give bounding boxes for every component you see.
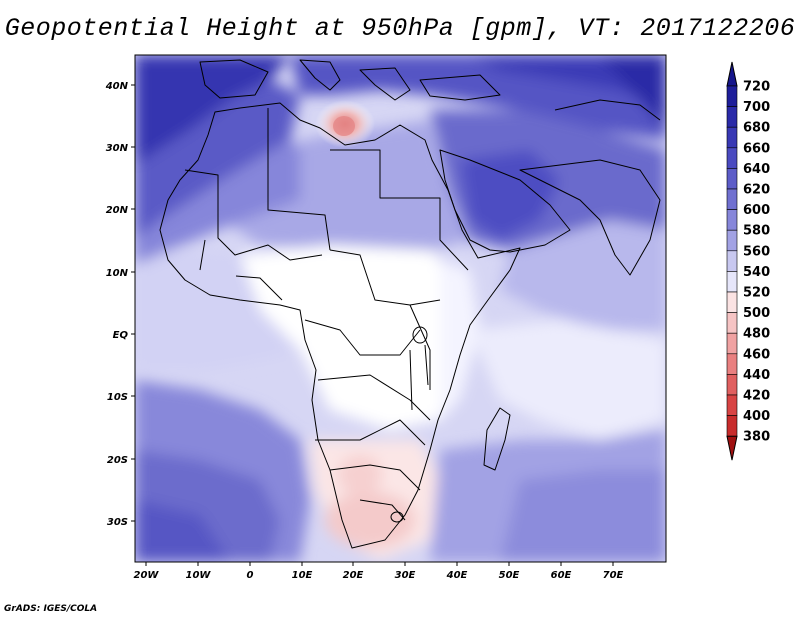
lon-label-40e: 40E bbox=[446, 570, 468, 581]
colorbar-swatch bbox=[726, 209, 738, 231]
lat-label-20s: 20S bbox=[107, 455, 128, 466]
lon-label-30e: 30E bbox=[395, 570, 416, 581]
colorbar-swatch bbox=[726, 374, 738, 396]
colorbar-swatch bbox=[726, 168, 738, 190]
colorbar-swatch bbox=[726, 271, 738, 293]
colorbar-label: 720 bbox=[743, 80, 770, 95]
lat-label-30s: 30S bbox=[107, 517, 128, 528]
lon-label-20e: 20E bbox=[343, 570, 364, 581]
colorbar-label: 680 bbox=[743, 121, 770, 136]
colorbar-label: 700 bbox=[743, 100, 770, 115]
colorbar-label: 580 bbox=[743, 224, 770, 239]
lon-label-50e: 50E bbox=[499, 570, 520, 581]
colorbar-label: 460 bbox=[743, 347, 770, 362]
lon-label-10e: 10E bbox=[292, 570, 313, 581]
colorbar-swatch bbox=[726, 291, 738, 313]
colorbar-label: 380 bbox=[743, 430, 770, 445]
longitude-axis: 20W 10W 0 10E 20E 30E 40E 50E 60E 70E bbox=[134, 562, 624, 581]
latitude-axis: 40N 30N 20N 10N EQ 10S 20S 30S bbox=[105, 81, 135, 528]
lat-label-20n: 20N bbox=[106, 205, 129, 216]
colorbar-swatch bbox=[726, 353, 738, 375]
grads-credit: GrADS: IGES/COLA bbox=[4, 604, 98, 614]
colorbar-label: 400 bbox=[743, 409, 770, 424]
lon-label-10w: 10W bbox=[186, 570, 212, 581]
plot-frame bbox=[134, 54, 667, 563]
lat-label-30n: 30N bbox=[106, 143, 129, 154]
colorbar-swatch bbox=[726, 394, 738, 416]
colorbar-label: 540 bbox=[743, 265, 770, 280]
lon-label-0: 0 bbox=[247, 570, 254, 581]
colorbar-swatch bbox=[726, 250, 738, 272]
colorbar-swatch bbox=[726, 229, 738, 252]
colorbar-label: 640 bbox=[743, 162, 770, 177]
colorbar-label: 480 bbox=[743, 327, 770, 342]
colorbar-swatch bbox=[726, 147, 738, 169]
map-title: Geopotential Height at 950hPa [gpm], VT:… bbox=[4, 14, 796, 43]
lat-label-10s: 10S bbox=[107, 392, 128, 403]
coastlines bbox=[159, 59, 661, 549]
colorbar-swatch bbox=[726, 415, 738, 437]
colorbar-label: 560 bbox=[743, 244, 770, 259]
lat-label-eq: EQ bbox=[113, 330, 129, 341]
colorbar-swatch bbox=[726, 106, 738, 128]
colorbar-label: 440 bbox=[743, 368, 770, 383]
colorbar-swatch bbox=[726, 312, 738, 334]
lat-label-40n: 40N bbox=[105, 81, 129, 92]
lon-label-70e: 70E bbox=[603, 570, 624, 581]
lon-label-60e: 60E bbox=[551, 570, 572, 581]
colorbar-label: 420 bbox=[743, 389, 770, 404]
colorbar-top-arrow bbox=[726, 61, 738, 87]
colorbar-label: 520 bbox=[743, 286, 770, 301]
colorbar-swatch bbox=[726, 332, 738, 355]
lat-label-10n: 10N bbox=[106, 268, 129, 279]
colorbar-bottom-arrow bbox=[726, 435, 738, 461]
geopotential-field bbox=[135, 55, 666, 562]
colorbar-swatch bbox=[726, 126, 738, 149]
colorbar-label: 500 bbox=[743, 306, 770, 321]
colorbar-swatch bbox=[726, 85, 738, 107]
colorbar-label: 620 bbox=[743, 183, 770, 198]
lon-label-20w: 20W bbox=[134, 570, 160, 581]
colorbar: 720 700 680 660 640 620 600 580 560 540 520 500 480 4… bbox=[726, 61, 770, 461]
colorbar-label: 600 bbox=[743, 203, 770, 218]
colorbar-label: 660 bbox=[743, 141, 770, 156]
colorbar-swatch bbox=[726, 188, 738, 210]
